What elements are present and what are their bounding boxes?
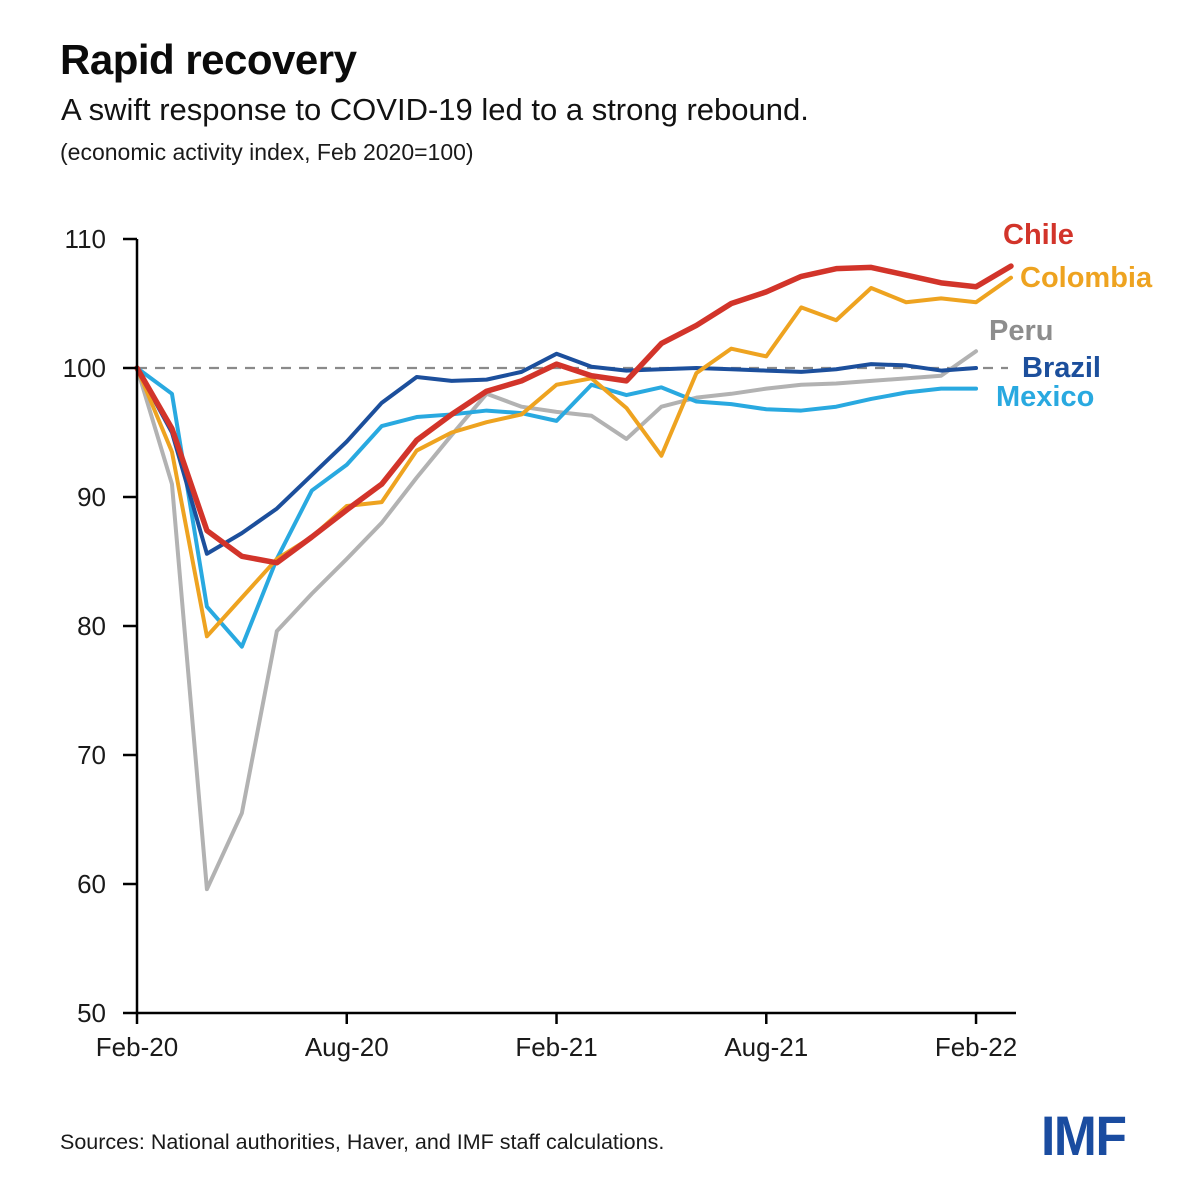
line-peru [135,349,979,892]
y-tick-label-50: 50 [77,998,106,1028]
x-tick-label-aug-21: Aug-21 [724,1032,809,1062]
y-tick-label-60: 60 [77,869,106,899]
x-tick-label-feb-22: Feb-22 [934,1032,1018,1062]
x-tick-label-feb-21: Feb-21 [515,1032,598,1062]
sources-note: Sources: National authorities, Haver, an… [60,1130,665,1154]
x-tick-label-aug-20: Aug-20 [304,1032,389,1062]
y-tick-label-80: 80 [77,611,106,641]
series-label-colombia: Colombia [1020,262,1153,294]
line-brazil [135,351,979,556]
imf-logo: IMF [1041,1104,1127,1167]
y-tick-label-70: 70 [77,740,106,770]
page-title: Rapid recovery [60,36,357,83]
y-tick-label-110: 110 [64,224,106,254]
chart-unit-note: (economic activity index, Feb 2020=100) [60,139,474,165]
y-tick-label-100: 100 [62,353,106,383]
chart-subtitle: A swift response to COVID-19 led to a st… [61,92,809,127]
y-tick-label-90: 90 [77,482,106,512]
line-mexico [135,366,979,649]
line-chile [134,263,1014,566]
series-label-peru: Peru [989,315,1054,347]
series-label-brazil: Brazil [1022,352,1101,384]
series-label-chile: Chile [1003,219,1074,251]
x-tick-label-feb-20: Feb-20 [95,1032,179,1062]
series-label-mexico: Mexico [996,381,1095,413]
